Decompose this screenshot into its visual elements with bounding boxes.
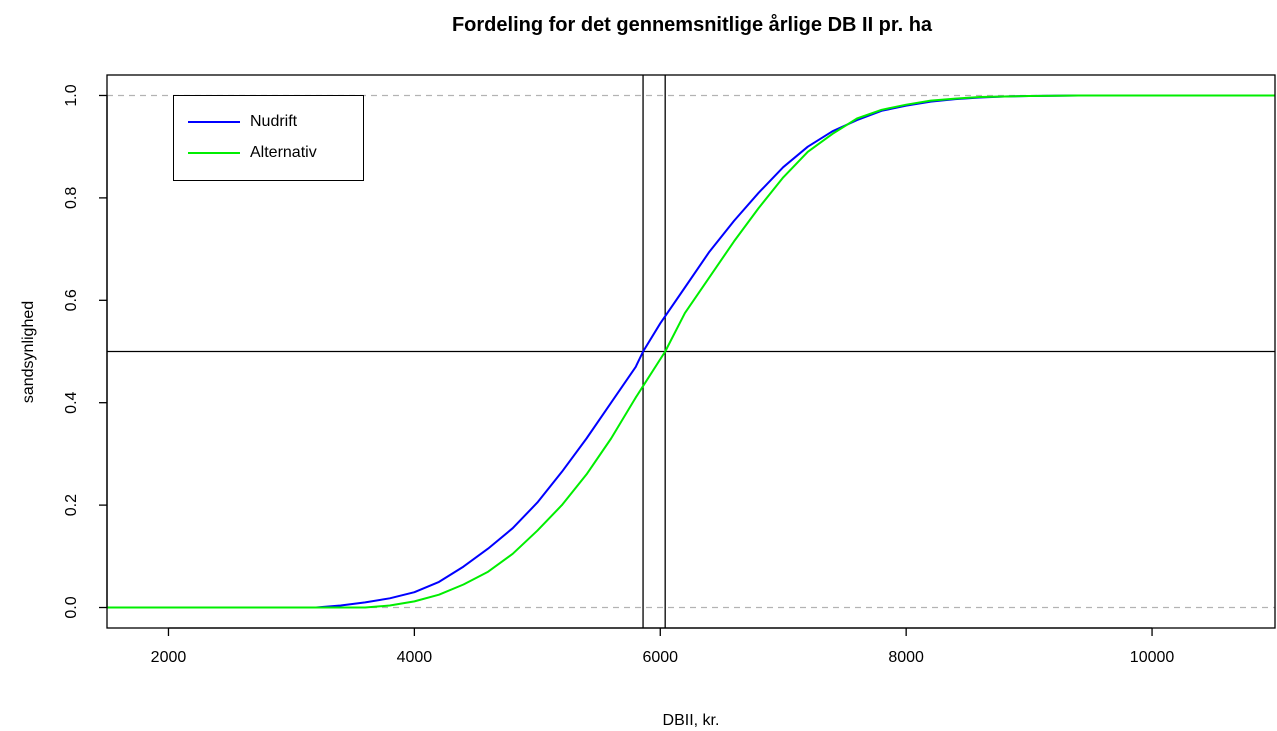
x-axis-label: DBII, kr. bbox=[662, 712, 720, 729]
x-tick-label: 2000 bbox=[151, 649, 187, 666]
legend-swatch-alternativ bbox=[188, 151, 240, 155]
legend: Nudrift Alternativ bbox=[173, 95, 364, 181]
legend-label-alternativ: Alternativ bbox=[250, 144, 317, 161]
legend-swatch-nudrift bbox=[188, 120, 240, 124]
y-axis: 0.0 0.2 0.4 0.6 0.8 1.0 bbox=[63, 84, 108, 619]
legend-item-nudrift: Nudrift bbox=[174, 111, 297, 133]
y-tick-label: 0.0 bbox=[63, 596, 80, 618]
series-group bbox=[107, 94, 1275, 609]
y-tick-label: 0.8 bbox=[63, 187, 80, 209]
y-tick-label: 1.0 bbox=[63, 84, 80, 106]
y-tick-label: 0.4 bbox=[63, 391, 80, 413]
legend-item-alternativ: Alternativ bbox=[174, 142, 317, 164]
series-line-alternativ bbox=[107, 94, 1275, 609]
y-tick-label: 0.2 bbox=[63, 494, 80, 516]
x-tick-label: 10000 bbox=[1130, 649, 1175, 666]
x-tick-label: 6000 bbox=[642, 649, 678, 666]
y-tick-label: 0.6 bbox=[63, 289, 80, 311]
y-axis-label: sandsynlighed bbox=[20, 300, 37, 404]
x-axis: 2000 4000 6000 8000 10000 bbox=[151, 627, 1175, 666]
x-tick-label: 4000 bbox=[397, 649, 433, 666]
x-tick-label: 8000 bbox=[888, 649, 924, 666]
legend-label-nudrift: Nudrift bbox=[250, 113, 298, 130]
chart-title: Fordeling for det gennemsnitlige årlige … bbox=[451, 14, 933, 36]
